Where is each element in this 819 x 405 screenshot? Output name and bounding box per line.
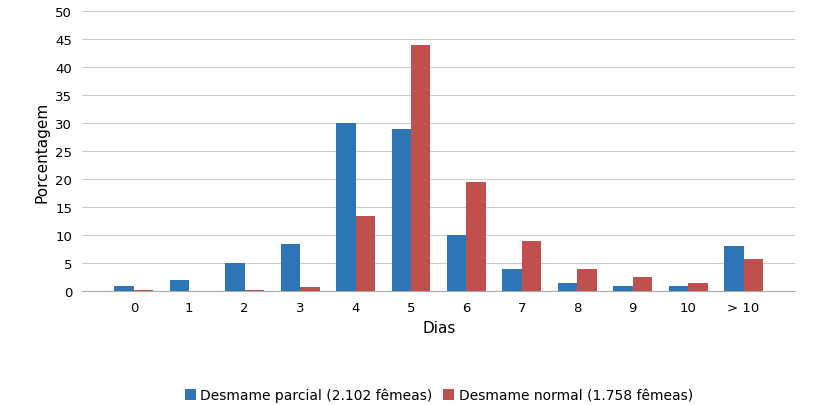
Bar [466,183,485,292]
Bar [502,269,521,292]
Bar [133,290,153,292]
Bar [446,236,466,292]
Bar [300,288,319,292]
Bar [668,286,687,292]
Bar [225,264,244,292]
Y-axis label: Porcentagem: Porcentagem [34,101,50,202]
Bar [632,278,651,292]
Bar [613,286,632,292]
Bar [170,280,189,292]
Bar [557,283,577,292]
Bar [336,124,355,292]
Bar [115,286,133,292]
Bar [391,130,410,292]
Legend: Desmame parcial (2.102 fêmeas), Desmame normal (1.758 fêmeas): Desmame parcial (2.102 fêmeas), Desmame … [184,388,692,403]
Bar [244,290,264,292]
Bar [280,244,300,292]
Bar [723,247,743,292]
Bar [521,241,541,292]
Bar [687,283,707,292]
Bar [355,216,374,292]
Bar [743,259,762,292]
X-axis label: Dias: Dias [422,320,455,335]
Bar [577,269,596,292]
Bar [410,46,430,292]
